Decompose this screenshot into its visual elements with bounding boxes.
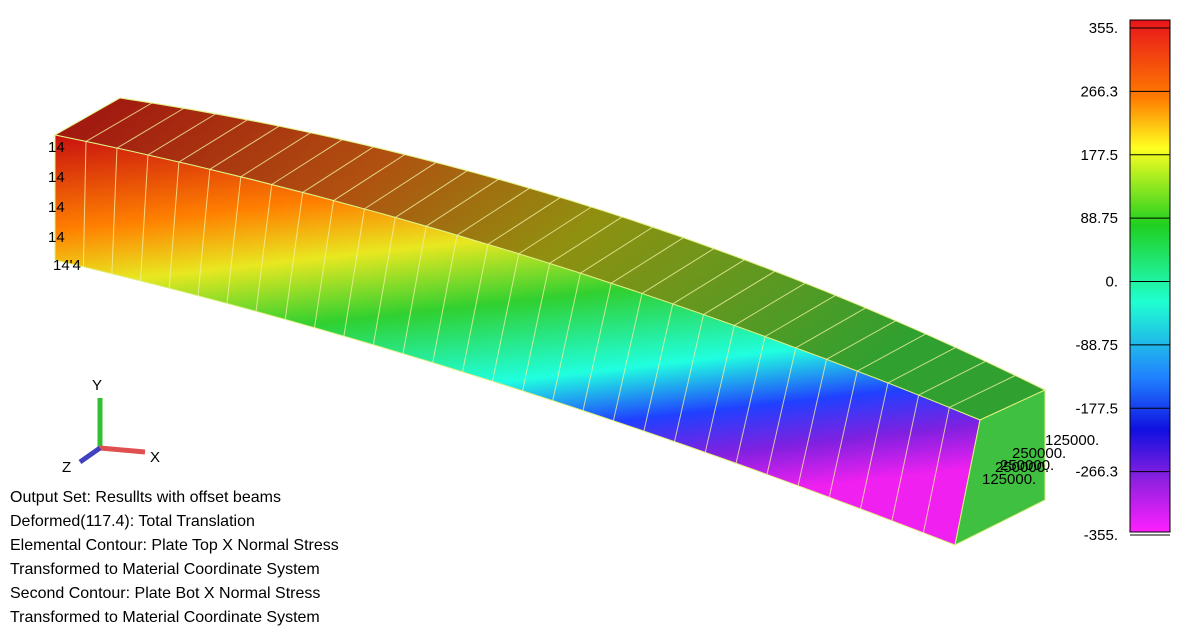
axis-label: Y xyxy=(92,377,102,394)
info-line: Elemental Contour: Plate Top X Normal St… xyxy=(10,537,339,554)
axis-label: X xyxy=(150,449,160,466)
legend-label: 355. xyxy=(1089,20,1118,37)
legend-label: 177.5 xyxy=(1080,147,1118,164)
info-line: Transformed to Material Coordinate Syste… xyxy=(10,609,320,626)
legend-label: -88.75 xyxy=(1075,337,1118,354)
legend-label: -355. xyxy=(1084,527,1118,544)
legend-label: 88.75 xyxy=(1080,210,1118,227)
node-label: 14 xyxy=(48,229,65,246)
info-line: Transformed to Material Coordinate Syste… xyxy=(10,561,320,578)
axis-label: Z xyxy=(62,459,71,476)
legend-label: -266.3 xyxy=(1075,464,1118,481)
node-label: 14 xyxy=(48,199,65,216)
load-label: 125000. xyxy=(982,471,1036,488)
info-line: Output Set: Resullts with offset beams xyxy=(10,489,281,506)
legend-label: 0. xyxy=(1105,274,1118,291)
legend-label: -177.5 xyxy=(1075,400,1118,417)
node-label: 14'4 xyxy=(53,257,81,274)
triad: Y X Z xyxy=(62,377,160,476)
viewport: Y X Z 355. 266.3 177.5 88.75 0. -88.75 -177.5 -… xyxy=(0,0,1177,627)
node-label: 14 xyxy=(48,139,65,156)
info-line: Second Contour: Plate Bot X Normal Stres… xyxy=(10,585,320,602)
page: {"legend": {"levels": ["355.", "266.3", … xyxy=(0,0,1177,627)
node-label: 14 xyxy=(48,169,65,186)
info-line: Deformed(117.4): Total Translation xyxy=(10,513,255,530)
color-bar xyxy=(1130,20,1170,532)
legend-label: 266.3 xyxy=(1080,83,1118,100)
